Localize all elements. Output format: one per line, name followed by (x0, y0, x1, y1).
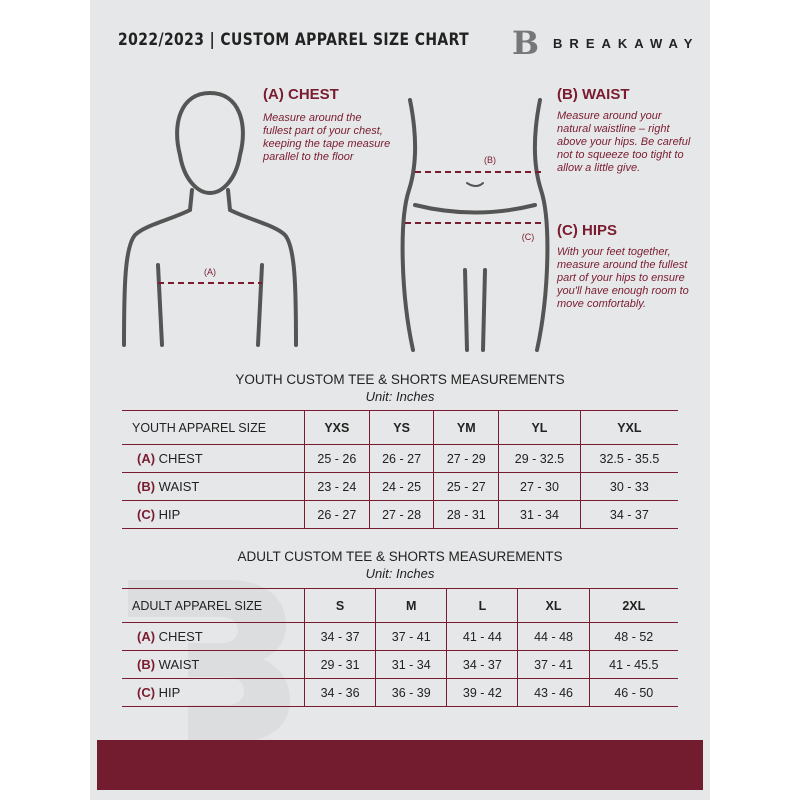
chest-heading: (A) CHEST (263, 86, 339, 103)
table-cell: 44 - 48 (517, 622, 590, 651)
table-cell: 34 - 37 (579, 500, 678, 529)
hips-instructions: With your feet together, measure around … (557, 246, 689, 310)
table-cell: 27 - 30 (498, 472, 581, 501)
table-cell: 36 - 39 (375, 678, 447, 707)
table-cell: 37 - 41 (517, 650, 590, 679)
table-row: (B) WAIST 29 - 31 31 - 34 34 - 37 37 - 4… (122, 650, 678, 679)
row-label: (A) CHEST (122, 444, 305, 473)
footer-bar (97, 740, 703, 790)
hip-marker: (C) (522, 232, 535, 242)
row-label: (B) WAIST (122, 472, 305, 501)
table-cell: 43 - 46 (517, 678, 590, 707)
size-header: M (375, 588, 447, 623)
size-header: YXL (579, 410, 678, 445)
table-cell: 25 - 26 (304, 444, 370, 473)
size-header: YM (433, 410, 499, 445)
table-cell: 41 - 44 (446, 622, 518, 651)
table-cell: 34 - 36 (303, 678, 376, 707)
adult-size-table: ADULT APPAREL SIZE S M L XL 2XL (A) CHES… (122, 588, 678, 707)
size-header: S (303, 588, 376, 623)
row-label: (C) HIP (122, 500, 305, 529)
row-label: (A) CHEST (122, 622, 305, 651)
size-header: XL (517, 588, 590, 623)
brand-logo: B BREAKAWAY (512, 24, 699, 62)
waist-marker: (B) (484, 155, 496, 165)
adult-section-header: ADULT CUSTOM TEE & SHORTS MEASUREMENTS U… (0, 549, 800, 581)
table-row: (A) CHEST 25 - 26 26 - 27 27 - 29 29 - 3… (122, 444, 678, 473)
table-cell: 23 - 24 (304, 472, 370, 501)
table-cell: 27 - 29 (433, 444, 499, 473)
size-label: ADULT APPAREL SIZE (122, 588, 305, 623)
page-title: 2022/2023 | CUSTOM APPAREL SIZE CHART (118, 30, 470, 50)
table-cell: 24 - 25 (368, 472, 434, 501)
table-cell: 26 - 27 (304, 500, 370, 529)
row-label: (B) WAIST (122, 650, 305, 679)
table-row: (C) HIP 26 - 27 27 - 28 28 - 31 31 - 34 … (122, 500, 678, 529)
upper-body-illustration: (A) (122, 90, 298, 347)
table-row: (B) WAIST 23 - 24 24 - 25 25 - 27 27 - 3… (122, 472, 678, 501)
size-header: 2XL (588, 588, 678, 623)
table-cell: 29 - 31 (303, 650, 376, 679)
chest-marker: (A) (204, 267, 216, 277)
table-cell: 31 - 34 (375, 650, 447, 679)
table-row: (A) CHEST 34 - 37 37 - 41 41 - 44 44 - 4… (122, 622, 678, 651)
youth-size-table: YOUTH APPAREL SIZE YXS YS YM YL YXL (A) … (122, 410, 678, 529)
adult-title: ADULT CUSTOM TEE & SHORTS MEASUREMENTS (237, 549, 563, 564)
adult-unit: Unit: Inches (365, 566, 435, 581)
row-label: (C) HIP (122, 678, 305, 707)
size-label: YOUTH APPAREL SIZE (122, 410, 305, 445)
table-cell: 30 - 33 (579, 472, 678, 501)
size-header: YS (368, 410, 434, 445)
lower-body-illustration: (B) (C) (400, 98, 550, 352)
table-cell: 32.5 - 35.5 (579, 444, 678, 473)
table-header-row: ADULT APPAREL SIZE S M L XL 2XL (122, 588, 678, 623)
table-cell: 37 - 41 (375, 622, 447, 651)
table-cell: 46 - 50 (588, 678, 678, 707)
brand-name: BREAKAWAY (553, 35, 700, 51)
table-cell: 27 - 28 (368, 500, 434, 529)
table-cell: 41 - 45.5 (588, 650, 678, 679)
size-header: YXS (304, 410, 370, 445)
youth-section-header: YOUTH CUSTOM TEE & SHORTS MEASUREMENTS U… (0, 372, 800, 404)
waist-instructions: Measure around your natural waistline – … (557, 110, 691, 174)
brand-logo-icon: B (512, 24, 540, 62)
table-cell: 28 - 31 (433, 500, 499, 529)
size-header: L (446, 588, 518, 623)
youth-unit: Unit: Inches (365, 389, 435, 404)
table-cell: 29 - 32.5 (498, 444, 581, 473)
waist-heading: (B) WAIST (557, 86, 630, 103)
youth-title: YOUTH CUSTOM TEE & SHORTS MEASUREMENTS (235, 372, 565, 387)
table-cell: 48 - 52 (588, 622, 678, 651)
table-cell: 26 - 27 (368, 444, 434, 473)
table-header-row: YOUTH APPAREL SIZE YXS YS YM YL YXL (122, 410, 678, 445)
table-cell: 34 - 37 (446, 650, 518, 679)
table-cell: 34 - 37 (303, 622, 376, 651)
chest-instructions: Measure around the fullest part of your … (263, 112, 391, 163)
table-cell: 31 - 34 (498, 500, 581, 529)
table-cell: 25 - 27 (433, 472, 499, 501)
hips-heading: (C) HIPS (557, 222, 617, 239)
size-header: YL (498, 410, 581, 445)
table-row: (C) HIP 34 - 36 36 - 39 39 - 42 43 - 46 … (122, 678, 678, 707)
table-cell: 39 - 42 (446, 678, 518, 707)
